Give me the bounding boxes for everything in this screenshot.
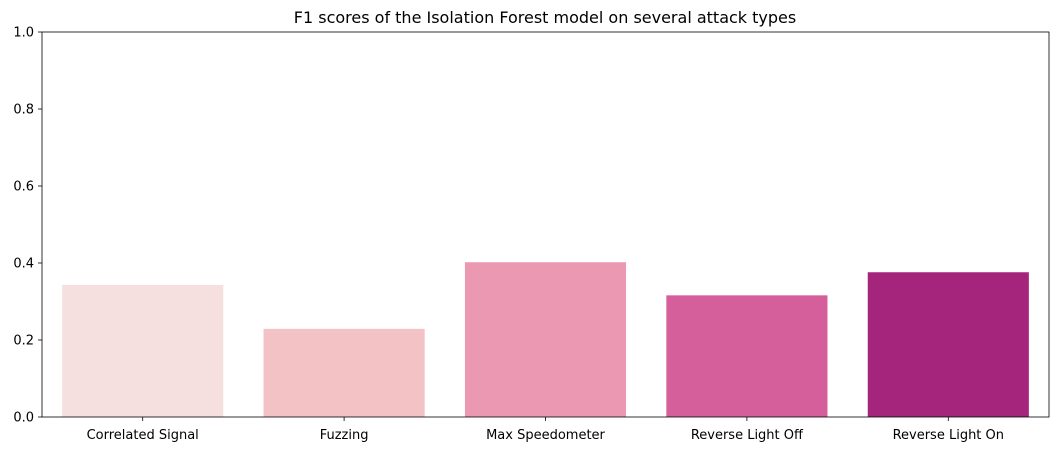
x-tick-label: Max Speedometer: [486, 428, 605, 443]
x-tick-label: Reverse Light Off: [691, 428, 804, 443]
y-tick-label: 0.4: [13, 257, 34, 272]
x-tick-label: Correlated Signal: [87, 428, 199, 443]
y-tick-label: 0.6: [13, 180, 34, 195]
x-tick-label: Fuzzing: [320, 428, 369, 443]
bar-reverse-light-off: [666, 295, 828, 417]
bar-fuzzing: [263, 328, 425, 417]
y-tick-label: 0.2: [13, 334, 34, 349]
bars-layer: [62, 262, 1029, 417]
y-tick-label: 1.0: [13, 26, 34, 41]
x-tick-label: Reverse Light On: [893, 428, 1004, 443]
y-tick-label: 0.8: [13, 103, 34, 118]
axes-layer: Correlated Signal Fuzzing Max Speedometer R…: [13, 26, 1050, 443]
bar-max-speedometer: [464, 262, 627, 417]
y-tick-label: 0.0: [13, 411, 34, 426]
chart-title: F1 scores of the Isolation Forest model …: [294, 8, 796, 27]
plot-frame: [41, 31, 1050, 418]
bar-reverse-light-on: [867, 272, 1029, 417]
bar-correlated-signal: [62, 284, 224, 417]
